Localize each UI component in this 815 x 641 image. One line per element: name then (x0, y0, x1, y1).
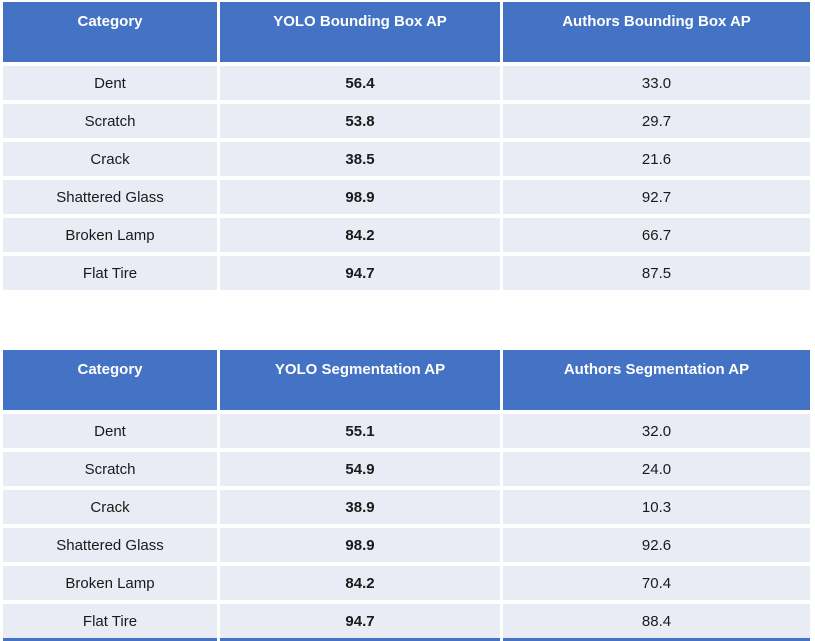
table-row: Crack 38.9 10.3 (3, 490, 810, 524)
category-cell: Dent (3, 414, 217, 448)
authors-ap-value: 66.7 (503, 218, 810, 252)
column-header-authors-bbox-ap: Authors Bounding Box AP (503, 2, 810, 62)
category-cell: Scratch (3, 104, 217, 138)
table-body: Dent 56.4 33.0 Scratch 53.8 29.7 Crack 38.5 21.6… (3, 66, 810, 290)
authors-ap-value: 29.7 (503, 104, 810, 138)
authors-ap-value: 92.7 (503, 180, 810, 214)
bottom-cropped-row-strip (3, 638, 810, 641)
table-row: Broken Lamp 84.2 70.4 (3, 566, 810, 600)
yolo-ap-value: 53.8 (220, 104, 500, 138)
table-header-row: Category YOLO Bounding Box AP Authors Bo… (3, 2, 810, 62)
table-row: Shattered Glass 98.9 92.6 (3, 528, 810, 562)
yolo-ap-value: 98.9 (220, 528, 500, 562)
table-row: Broken Lamp 84.2 66.7 (3, 218, 810, 252)
authors-ap-value: 88.4 (503, 604, 810, 638)
column-header-authors-seg-ap: Authors Segmentation AP (503, 350, 810, 410)
category-cell: Broken Lamp (3, 566, 217, 600)
yolo-ap-value: 56.4 (220, 66, 500, 100)
column-header-category: Category (3, 350, 217, 410)
authors-ap-value: 92.6 (503, 528, 810, 562)
category-cell: Shattered Glass (3, 528, 217, 562)
category-cell: Flat Tire (3, 604, 217, 638)
cropped-strip-segment (3, 638, 217, 641)
category-cell: Shattered Glass (3, 180, 217, 214)
table-row: Flat Tire 94.7 87.5 (3, 256, 810, 290)
table-row: Flat Tire 94.7 88.4 (3, 604, 810, 638)
category-cell: Scratch (3, 452, 217, 486)
table-row: Dent 55.1 32.0 (3, 414, 810, 448)
table-row: Scratch 54.9 24.0 (3, 452, 810, 486)
authors-ap-value: 21.6 (503, 142, 810, 176)
category-cell: Dent (3, 66, 217, 100)
cropped-strip-segment (220, 638, 500, 641)
yolo-ap-value: 94.7 (220, 256, 500, 290)
category-cell: Crack (3, 142, 217, 176)
column-header-category: Category (3, 2, 217, 62)
authors-ap-value: 24.0 (503, 452, 810, 486)
table-row: Scratch 53.8 29.7 (3, 104, 810, 138)
column-header-yolo-bbox-ap: YOLO Bounding Box AP (220, 2, 500, 62)
authors-ap-value: 10.3 (503, 490, 810, 524)
category-cell: Broken Lamp (3, 218, 217, 252)
yolo-ap-value: 55.1 (220, 414, 500, 448)
yolo-ap-value: 98.9 (220, 180, 500, 214)
cropped-strip-segment (503, 638, 810, 641)
category-cell: Flat Tire (3, 256, 217, 290)
table-row: Crack 38.5 21.6 (3, 142, 810, 176)
authors-ap-value: 33.0 (503, 66, 810, 100)
authors-ap-value: 70.4 (503, 566, 810, 600)
table-row: Shattered Glass 98.9 92.7 (3, 180, 810, 214)
table-header-row: Category YOLO Segmentation AP Authors Se… (3, 350, 810, 410)
yolo-ap-value: 84.2 (220, 218, 500, 252)
yolo-ap-value: 54.9 (220, 452, 500, 486)
authors-ap-value: 87.5 (503, 256, 810, 290)
category-cell: Crack (3, 490, 217, 524)
table-row: Dent 56.4 33.0 (3, 66, 810, 100)
yolo-ap-value: 38.9 (220, 490, 500, 524)
yolo-ap-value: 84.2 (220, 566, 500, 600)
bounding-box-ap-table: Category YOLO Bounding Box AP Authors Bo… (3, 2, 810, 290)
authors-ap-value: 32.0 (503, 414, 810, 448)
column-header-yolo-seg-ap: YOLO Segmentation AP (220, 350, 500, 410)
yolo-ap-value: 94.7 (220, 604, 500, 638)
segmentation-ap-table: Category YOLO Segmentation AP Authors Se… (3, 350, 810, 638)
yolo-ap-value: 38.5 (220, 142, 500, 176)
table-body: Dent 55.1 32.0 Scratch 54.9 24.0 Crack 38.9 10.3… (3, 414, 810, 638)
